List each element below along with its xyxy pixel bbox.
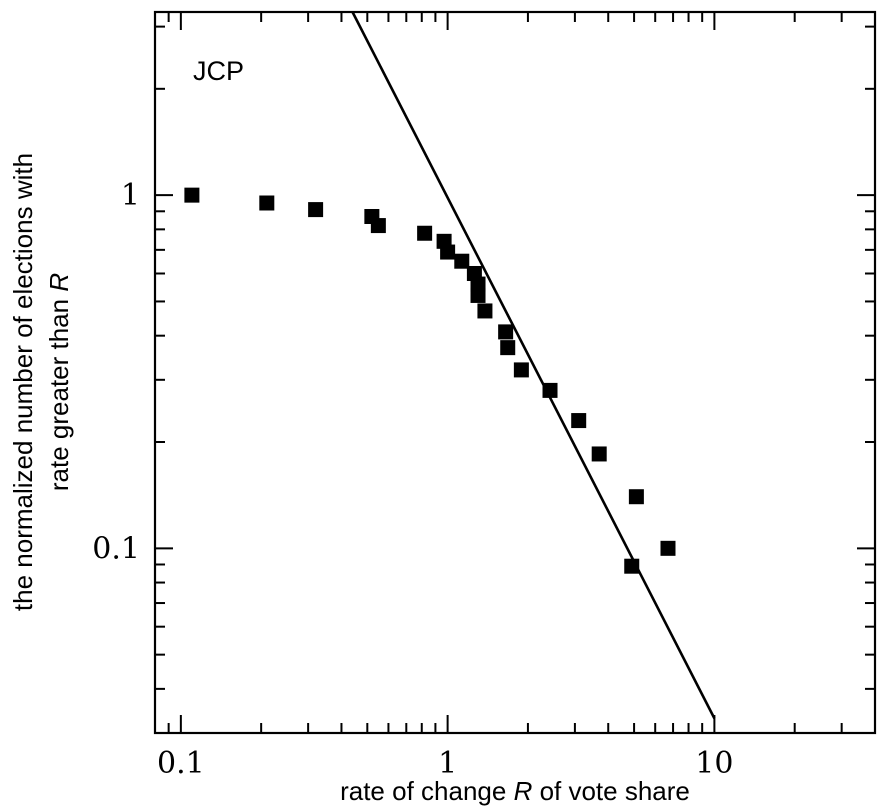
data-point <box>513 362 529 378</box>
plot-frame <box>153 10 877 735</box>
data-point <box>500 340 516 356</box>
fit-line <box>351 11 716 719</box>
data-point <box>660 540 676 556</box>
data-point <box>542 382 558 398</box>
data-point <box>591 446 607 462</box>
data-point <box>184 187 200 203</box>
data-point <box>417 225 433 241</box>
data-point <box>498 324 514 340</box>
data-point <box>571 413 587 429</box>
series-annotation: JCP <box>193 56 244 86</box>
power-law-fit <box>351 11 716 719</box>
data-point <box>470 287 486 303</box>
data-point <box>308 202 324 218</box>
y-tick-label: 1 <box>121 178 140 213</box>
data-point <box>477 303 493 319</box>
svg-text:rate greater than R: rate greater than R <box>44 273 74 491</box>
y-tick-labels: 0.11 <box>92 178 140 566</box>
data-point <box>259 195 275 211</box>
y-axis-label: the normalized number of elections with … <box>8 153 74 611</box>
svg-text:the normalized number of elect: the normalized number of elections with <box>8 153 38 611</box>
x-tick-label: 1 <box>438 746 457 781</box>
data-point <box>470 276 486 292</box>
x-axis-label: rate of change R of vote share <box>340 776 690 806</box>
x-tick-labels: 0.1 1 10 <box>157 746 733 781</box>
data-point <box>440 244 456 260</box>
y-tick-label: 0.1 <box>92 531 140 566</box>
data-point <box>370 218 386 234</box>
x-tick-label: 10 <box>695 746 733 781</box>
data-point <box>628 489 644 505</box>
axis-ticks <box>154 12 876 734</box>
data-points <box>184 187 676 574</box>
data-point <box>624 558 640 574</box>
data-point <box>454 253 470 269</box>
x-tick-label: 0.1 <box>157 746 205 781</box>
